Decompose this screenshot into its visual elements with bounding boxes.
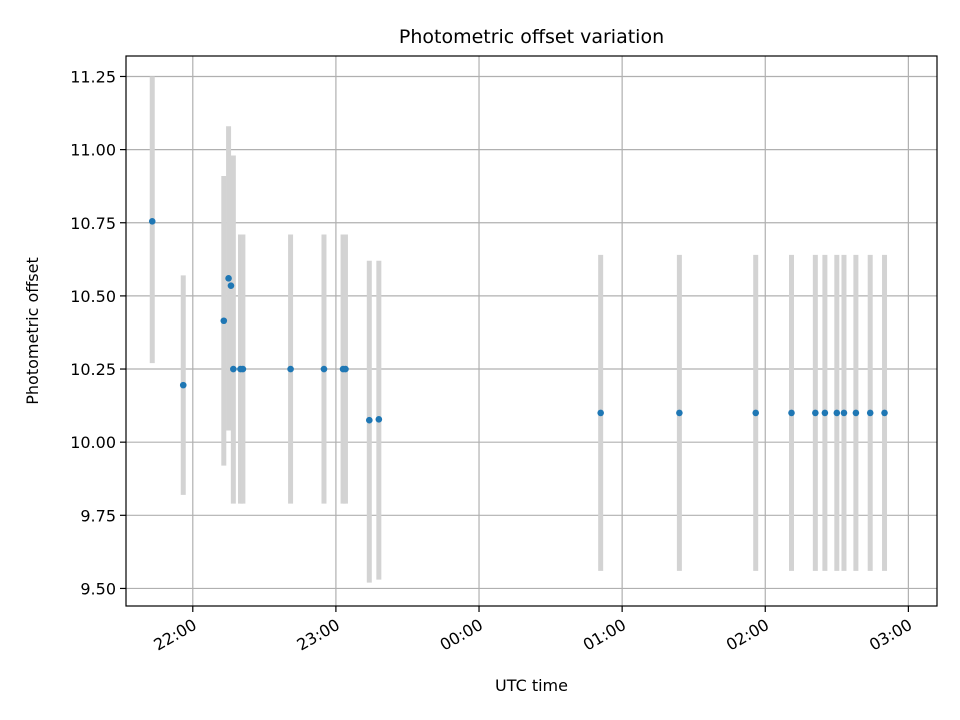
data-point [366, 416, 373, 424]
grid-lines [126, 56, 937, 606]
x-tick-label: 01:00 [580, 615, 629, 655]
y-tick-label: 10.50 [70, 287, 116, 306]
data-point [342, 365, 349, 373]
data-point [788, 409, 795, 417]
data-point [833, 409, 841, 417]
data-point [676, 409, 683, 417]
y-tick-label: 10.00 [70, 433, 116, 452]
data-point [320, 365, 328, 373]
data-points [148, 217, 888, 424]
data-point [287, 365, 294, 373]
x-axis-ticks: 22:00 23:00 00:00 01:00 02:00 03:00 [150, 606, 915, 655]
y-axis-title: Photometric offset [23, 257, 42, 405]
x-tick-label: 23:00 [293, 615, 342, 655]
chart-title: Photometric offset variation [399, 26, 664, 48]
data-point [375, 416, 383, 423]
y-axis-ticks: 9.50 9.75 10.00 10.25 10.50 10.75 11.00 11.25 [70, 67, 126, 598]
data-point [866, 409, 874, 417]
data-point [597, 409, 604, 417]
x-axis-title: UTC time [495, 676, 568, 695]
x-tick-label: 03:00 [866, 615, 915, 655]
data-point [179, 381, 187, 389]
data-point [148, 217, 156, 225]
plot-frame [125, 55, 938, 607]
data-point [220, 317, 228, 325]
x-tick-label: 00:00 [437, 615, 486, 655]
y-tick-label: 10.25 [70, 360, 116, 379]
y-tick-label: 11.00 [70, 141, 116, 160]
data-point [840, 409, 848, 417]
data-point [852, 409, 860, 417]
error-bars [149, 76, 888, 583]
data-point [881, 409, 888, 417]
data-point [230, 365, 237, 373]
data-point [821, 409, 829, 417]
y-tick-label: 11.25 [70, 67, 116, 86]
y-tick-label: 9.75 [80, 506, 116, 525]
x-tick-label: 02:00 [723, 615, 772, 655]
data-point [752, 409, 760, 417]
x-tick-label: 22:00 [150, 615, 199, 655]
y-tick-label: 10.75 [70, 214, 116, 233]
data-point [225, 275, 232, 282]
data-point [812, 409, 819, 417]
data-point [239, 365, 247, 373]
data-point [227, 282, 235, 289]
y-tick-label: 9.50 [80, 579, 116, 598]
